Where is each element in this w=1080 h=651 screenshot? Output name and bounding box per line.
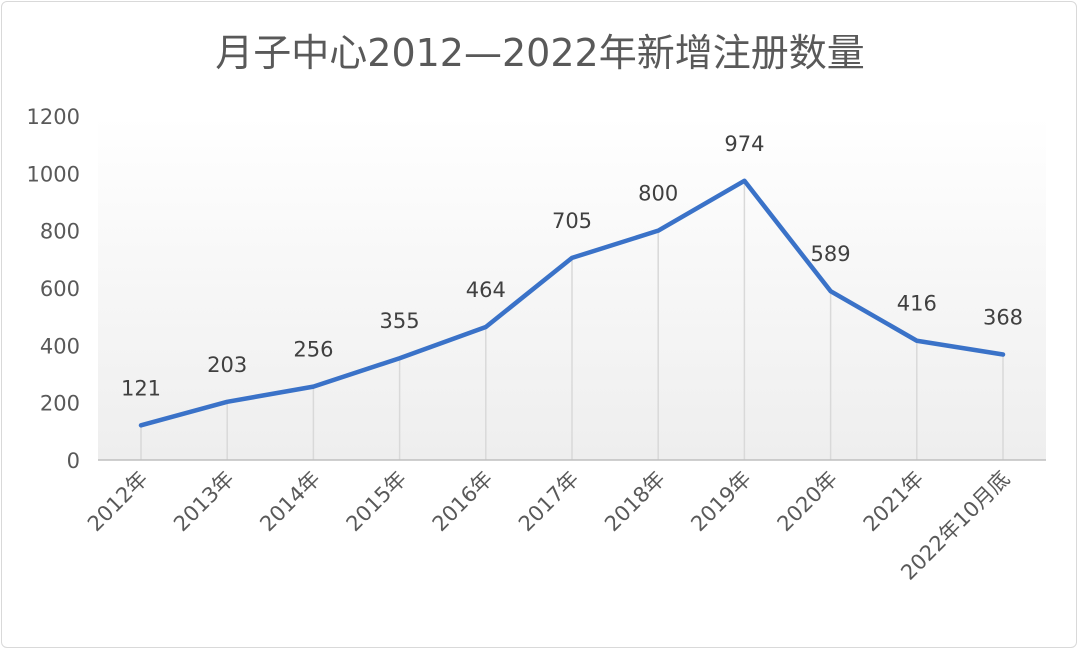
y-tick-label: 0: [67, 449, 80, 473]
x-tick-label: 2018年: [600, 467, 670, 537]
x-tick-label: 2021年: [859, 467, 929, 537]
y-tick-label: 1200: [27, 105, 80, 129]
series-line: [138, 178, 1006, 428]
data-label: 589: [811, 242, 851, 266]
y-tick-label: 200: [40, 392, 80, 416]
data-labels: 121 203 256 355 464 705 800 974 589 416 368: [121, 132, 1023, 401]
data-label: 705: [552, 209, 592, 233]
x-tick-label: 2015年: [342, 467, 412, 537]
data-label: 464: [466, 278, 506, 302]
y-tick-label: 600: [40, 277, 80, 301]
x-tick-label: 2013年: [169, 467, 239, 537]
chart-title: 月子中心2012—2022年新增注册数量: [215, 31, 864, 75]
data-label: 368: [983, 306, 1023, 330]
x-tick-label: 2012年: [83, 467, 153, 537]
x-tick-label: 2016年: [428, 467, 498, 537]
data-label: 416: [897, 292, 937, 316]
x-tick-label: 2014年: [255, 467, 325, 537]
data-label: 121: [121, 376, 161, 400]
x-tick-label: 2020年: [773, 467, 843, 537]
x-tick-label: 2019年: [686, 467, 756, 537]
y-tick-label: 800: [40, 220, 80, 244]
y-tick-label: 400: [40, 334, 80, 358]
data-label: 256: [293, 338, 333, 362]
y-axis-ticks: 0 200 400 600 800 1000 1200: [27, 105, 80, 473]
data-label: 974: [724, 132, 764, 156]
x-axis-ticks: 2012年 2013年 2014年 2015年 2016年 2017年 2018年 2019年…: [83, 467, 1015, 585]
x-tick-label: 2017年: [514, 467, 584, 537]
data-label: 355: [380, 309, 420, 333]
data-label: 800: [638, 182, 678, 206]
drop-lines: [140, 180, 1004, 460]
data-label: 203: [207, 353, 247, 377]
y-tick-label: 1000: [27, 162, 80, 186]
